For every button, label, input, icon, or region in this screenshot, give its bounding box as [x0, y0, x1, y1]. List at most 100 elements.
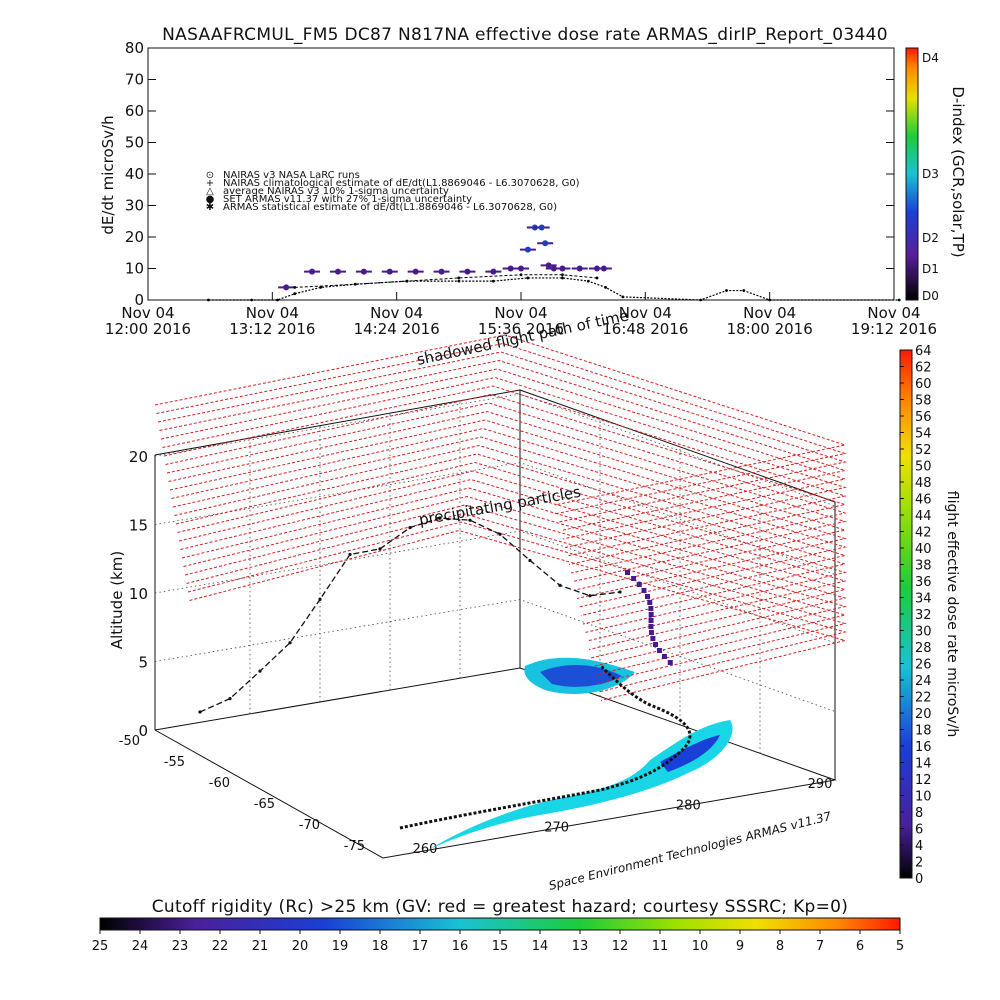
cutoff-colorbar: [99, 917, 901, 931]
z-tick-label: 5: [138, 654, 148, 672]
top-x-tick-date: Nov 04: [619, 304, 672, 322]
dindex-tick-label: D4: [922, 51, 939, 65]
flight-path-layer: [198, 516, 692, 830]
dose-colorbar-tick-label: 56: [915, 410, 932, 425]
dose-colorbar-tick-label: 58: [915, 394, 932, 409]
top-y-ticks: 80 70 60 50 40 30 20 10 0: [125, 39, 894, 309]
flight-dose-point: [661, 654, 667, 659]
precip-grid-line: [166, 402, 847, 574]
dose-colorbar-tick-label: 60: [915, 377, 932, 392]
dose-colorbar-tick-label: 44: [915, 509, 932, 524]
flight-dose-point: [644, 594, 650, 599]
cutoff-region-layer: [428, 657, 733, 850]
dindex-ticks: D4 D3 D2 D1 D0: [922, 51, 939, 303]
precip-grid-line: [169, 419, 847, 591]
top-x-tick-date: Nov 04: [370, 304, 423, 322]
flight-path-point: [558, 583, 562, 587]
top-y-tick-label: 10: [125, 260, 144, 278]
lat-tick-label: -65: [254, 797, 275, 812]
wall-grid-line: [154, 462, 836, 575]
series-point: [457, 279, 461, 283]
series-point: [519, 273, 523, 277]
dindex-tick-label: D3: [922, 167, 939, 181]
dindex-tick-label: D1: [922, 262, 939, 276]
dose-colorbar-tick-label: 52: [915, 443, 932, 458]
dose-colorbar-tick-label: 46: [915, 493, 932, 508]
top-x-tick-date: Nov 04: [494, 304, 547, 322]
z-axis-label: Altitude (km): [108, 551, 126, 649]
credit-label: Space Environment Technologies ARMAS v11…: [547, 809, 833, 893]
dose-colorbar-tick-label: 30: [915, 625, 932, 640]
legend-symbol: △: [206, 186, 214, 197]
flight-path-point: [498, 532, 502, 536]
armas-point: [334, 268, 341, 275]
precip-grid-line: [157, 351, 847, 523]
armas-point: [524, 246, 531, 253]
dose-colorbar-tick-label: 2: [915, 856, 923, 871]
wall-grid-line: [154, 393, 836, 507]
dose-colorbar-tick-label: 34: [915, 592, 932, 607]
legend-entry: average NAIRAS v3 10% 1-sigma uncertaint…: [223, 186, 449, 197]
wall-grid-line: [154, 530, 836, 644]
cutoff-tick-label: 24: [132, 939, 149, 954]
cutoff-tick-label: 20: [292, 939, 309, 954]
flight-dose-point: [647, 600, 653, 605]
top-y-axis-label: dE/dt microSv/h: [99, 115, 117, 234]
z-tick-label: 20: [129, 448, 148, 466]
cutoff-tick-label: 21: [252, 939, 269, 954]
series-point: [276, 298, 279, 302]
top-x-tick-time: 12:00 2016: [105, 320, 191, 338]
cutoff-tick-label: 23: [172, 939, 189, 954]
cutoff-tick-label: 19: [332, 939, 349, 954]
flight-path-point: [588, 594, 592, 598]
top-y-tick-label: 70: [125, 71, 144, 89]
dose-colorbar-ticks: 0246810121416182022242628303234363840424…: [900, 344, 932, 887]
dose-colorbar-tick-label: 20: [915, 707, 932, 722]
back-left-top: [154, 389, 521, 456]
legend-symbol: +: [206, 178, 214, 189]
armas-point: [559, 265, 566, 272]
cutoff-tick-label: 5: [896, 939, 904, 954]
annotation-precipitating: precipitating particles: [418, 483, 583, 529]
top-y-tick-label: 60: [125, 102, 144, 120]
dose-colorbar-tick-label: 26: [915, 658, 932, 673]
armas-point: [550, 265, 557, 272]
dose-colorbar-tick-label: 38: [915, 559, 932, 574]
cutoff-tick-label: 22: [212, 939, 229, 954]
wall-grid: [154, 393, 836, 754]
z-ticks: 0 5 10 15 20: [129, 448, 148, 740]
flight-path-point: [438, 516, 442, 520]
precip-grid-line: [160, 368, 847, 540]
precip-grid-line: [180, 478, 847, 650]
cutoff-tick-label: 7: [816, 939, 824, 954]
top-y-tick-label: 0: [134, 291, 144, 309]
armas-point: [545, 262, 552, 269]
dose-colorbar-tick-label: 10: [915, 790, 932, 805]
dose-colorbar-tick-label: 24: [915, 674, 932, 689]
cutoff-tick-label: 16: [452, 939, 469, 954]
legend-entry: ARMAS statistical estimate of dE/dt(L1.8…: [223, 202, 557, 213]
dose-colorbar-tick-label: 22: [915, 691, 932, 706]
precip-grid-line: [175, 453, 847, 625]
series-line: [208, 277, 900, 301]
flight-path-point: [228, 697, 232, 701]
top-y-tick-label: 40: [125, 165, 144, 183]
dindex-label: D-index (GCR,solar,TP): [949, 86, 967, 257]
armas-point: [309, 268, 316, 275]
series-point: [293, 292, 297, 296]
dose-colorbar-tick-label: 50: [915, 460, 932, 475]
series-point: [405, 279, 409, 283]
precip-grid-line: [174, 444, 847, 616]
top-y-tick-label: 80: [125, 39, 144, 57]
flight-dose-point: [667, 660, 673, 665]
top-series-layer: [207, 224, 901, 302]
legend-entry: SET ARMAS v11.37 with 27% 1-sigma uncert…: [223, 194, 472, 205]
flight-dose-point: [641, 588, 647, 593]
lon-tick-label: 280: [676, 799, 701, 814]
armas-point: [412, 268, 419, 275]
armas-point: [542, 240, 549, 247]
cutoff-tick-label: 14: [532, 939, 549, 954]
dose-colorbar-tick-label: 0: [915, 872, 923, 887]
